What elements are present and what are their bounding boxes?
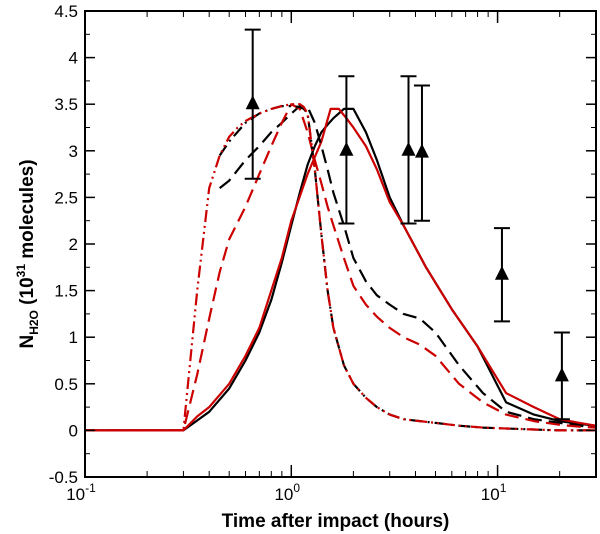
observation-triangle	[245, 95, 260, 110]
x-axis-title: Time after impact (hours)	[222, 511, 450, 532]
y-tick-label: 2.5	[54, 188, 78, 207]
observations	[244, 28, 570, 421]
observation-triangle	[494, 265, 509, 280]
y-tick-label: 4.5	[54, 2, 78, 21]
y-axis-title-unit-open: (10	[17, 277, 38, 310]
y-tick-label: 0	[69, 421, 78, 440]
y-axis-title-exponent: 31	[14, 264, 28, 278]
x-tick-label: 100	[274, 481, 300, 504]
observation-triangle	[554, 367, 569, 382]
x-tick-label: 10-1	[66, 481, 96, 504]
y-tick-label: 1.5	[54, 282, 78, 301]
y-tick-label: 2	[69, 235, 78, 254]
y-tick-label: 1	[69, 328, 78, 347]
y-axis-title-subscript: H2O	[27, 310, 41, 335]
y-axis-title: NH2O (1031 molecules)	[14, 159, 41, 348]
series-red-dashdotdot	[85, 103, 596, 432]
observation-triangle	[401, 141, 416, 156]
observation-triangle	[414, 143, 429, 158]
y-tick-label: 0.5	[54, 375, 78, 394]
curves	[85, 103, 596, 432]
series-red-solid	[85, 107, 596, 432]
observation-triangle	[339, 141, 354, 156]
y-tick-label: 3.5	[54, 95, 78, 114]
y-axis-title-unit-close: molecules)	[17, 159, 38, 264]
y-tick-label: 3	[69, 142, 78, 161]
y-tick-label: 4	[69, 49, 78, 68]
series-black-solid	[85, 107, 596, 432]
y-axis-title-main: N	[17, 335, 38, 349]
x-tick-label: 101	[481, 481, 507, 504]
series-black-dashed	[219, 105, 596, 429]
tick-labels: -0.5 0 0.5 1 1.5 2 2.5 3 3.5 4 4.5 10-1 100 101	[49, 2, 507, 504]
series-red-dashed	[85, 103, 596, 432]
y-tick-label: -0.5	[49, 468, 78, 487]
ticks	[84, 10, 596, 478]
